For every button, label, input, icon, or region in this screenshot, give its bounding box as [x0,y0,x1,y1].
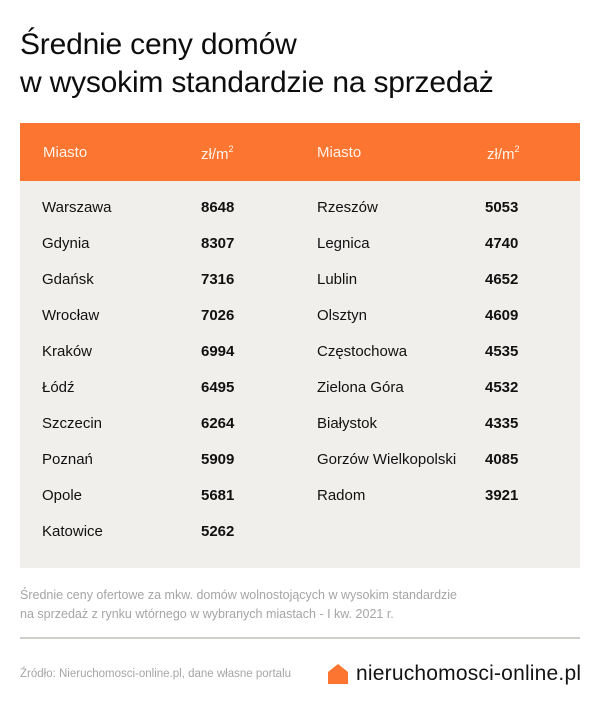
title-line-1: Średnie ceny domów [20,28,297,61]
price-value: 5053 [485,199,519,216]
right-column: Rzeszów 5053 Legnica 4740 Lublin 4652 Olsztyn 4… [317,199,577,523]
table-row: Poznań 5909 [42,451,302,487]
price-value: 6495 [201,379,235,396]
table-row: Zielona Góra 4532 [317,379,577,415]
city-name: Opole [42,487,83,504]
source-text: Źródło: Nieruchomosci-online.pl, dane wł… [20,668,292,680]
brand-logo: nieruchomosci-online.pl [328,662,581,686]
table-header: Miasto zł/m2 Miasto zł/m2 [20,123,580,181]
price-value: 4535 [485,343,519,360]
city-name: Lublin [317,271,358,288]
price-value: 3921 [485,487,519,504]
city-name: Zielona Góra [317,379,404,396]
price-value: 4085 [485,451,519,468]
left-column: Warszawa 8648 Gdynia 8307 Gdańsk 7316 Wrocław 7… [42,199,302,559]
city-name: Katowice [42,523,103,540]
price-value: 4335 [485,415,519,432]
table-row: Częstochowa 4535 [317,343,577,379]
city-name: Białystok [317,415,378,432]
table-row: Opole 5681 [42,487,302,523]
price-value: 4532 [485,379,519,396]
price-value: 6994 [201,343,235,360]
table-row: Gorzów Wielkopolski 4085 [317,451,577,487]
table-row: Łódź 6495 [42,379,302,415]
price-table: Miasto zł/m2 Miasto zł/m2 Warszawa 8648 Gd… [20,123,580,568]
city-name: Rzeszów [317,199,378,216]
table-row: Warszawa 8648 [42,199,302,235]
price-value: 4609 [485,307,519,324]
city-name: Łódź [42,379,75,396]
brand-name: nieruchomosci-online.pl [356,662,582,685]
price-value: 7026 [201,307,235,324]
header-city-right: Miasto [317,144,362,161]
city-name: Radom [317,487,366,504]
city-name: Poznań [42,451,93,468]
table-row: Gdynia 8307 [42,235,302,271]
divider [20,637,580,639]
price-value: 6264 [201,415,235,432]
price-value: 4740 [485,235,519,252]
price-value: 5681 [201,487,235,504]
title-line-2: w wysokim standardzie na sprzedaż [20,66,494,99]
city-name: Częstochowa [317,343,408,360]
price-value: 5909 [201,451,235,468]
table-row: Radom 3921 [317,487,577,523]
table-row: Legnica 4740 [317,235,577,271]
price-value: 8648 [201,199,235,216]
city-name: Gdańsk [42,271,94,288]
header-city-left: Miasto [43,144,88,161]
price-value: 5262 [201,523,235,540]
note-line-1: Średnie ceny ofertowe za mkw. domów woln… [20,588,457,602]
table-row: Lublin 4652 [317,271,577,307]
price-value: 7316 [201,271,235,288]
house-icon [328,664,348,684]
header-unit-left: zł/m2 [201,144,234,163]
city-name: Gorzów Wielkopolski [317,451,457,468]
table-row: Olsztyn 4609 [317,307,577,343]
table-row: Szczecin 6264 [42,415,302,451]
city-name: Kraków [42,343,93,360]
table-row: Rzeszów 5053 [317,199,577,235]
table-row: Gdańsk 7316 [42,271,302,307]
note-line-2: na sprzedaż z rynku wtórnego w wybranych… [20,607,394,621]
city-name: Gdynia [42,235,90,252]
table-row: Białystok 4335 [317,415,577,451]
city-name: Olsztyn [317,307,368,324]
table-row: Kraków 6994 [42,343,302,379]
city-name: Wrocław [42,307,100,324]
page-title: Średnie ceny domów w wysokim standardzie… [20,26,590,102]
city-name: Legnica [317,235,370,252]
price-value: 4652 [485,271,519,288]
table-row: Wrocław 7026 [42,307,302,343]
table-row: Katowice 5262 [42,523,302,559]
header-unit-right: zł/m2 [487,144,520,163]
city-name: Szczecin [42,415,103,432]
table-note: Średnie ceny ofertowe za mkw. domów woln… [20,586,580,624]
price-value: 8307 [201,235,235,252]
city-name: Warszawa [42,199,112,216]
